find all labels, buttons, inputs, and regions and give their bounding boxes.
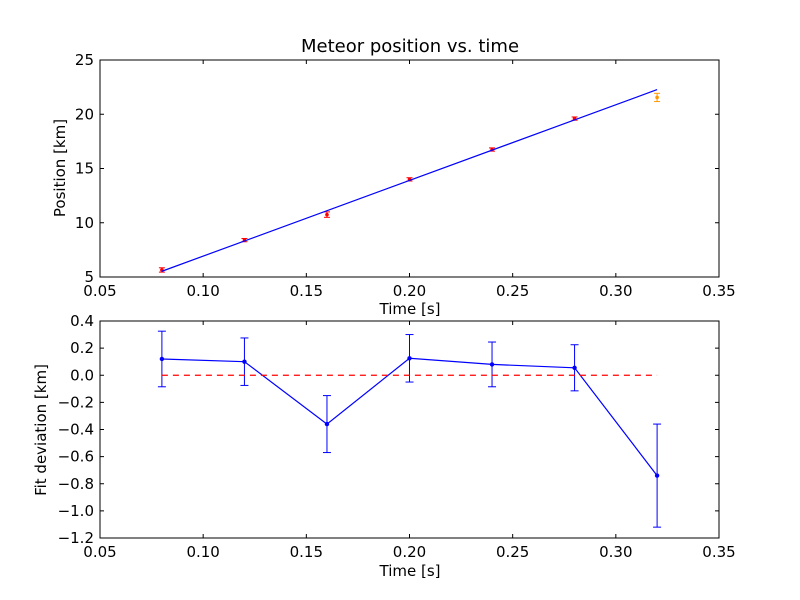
y-tick-label: −0.6 bbox=[58, 448, 94, 466]
x-tick-label: 0.25 bbox=[496, 543, 529, 561]
x-axis-label: Time [s] bbox=[379, 300, 441, 318]
x-tick-label: 0.20 bbox=[393, 543, 426, 561]
chart-title: Meteor position vs. time bbox=[301, 36, 519, 57]
y-tick-label: 10 bbox=[75, 214, 94, 232]
y-tick-label: 20 bbox=[75, 105, 94, 123]
y-tick-label: −1.0 bbox=[58, 502, 94, 520]
fit-line bbox=[161, 89, 658, 272]
plot-frame bbox=[99, 59, 720, 278]
x-axis-ticks: 0.05 0.10 0.15 0.20 0.25 0.30 0.35 bbox=[83, 321, 736, 561]
data-point bbox=[407, 356, 412, 361]
y-axis-ticks: 0.4 0.2 0.0 −0.2 −0.4 −0.6 −0.8 −1.0 −1.2 bbox=[58, 312, 719, 547]
data-point bbox=[159, 356, 165, 362]
x-tick-label: 0.30 bbox=[599, 543, 632, 561]
y-tick-label: 15 bbox=[75, 160, 94, 178]
y-tick-label: 0.0 bbox=[70, 366, 94, 384]
x-tick-label: 0.20 bbox=[393, 282, 426, 300]
plot-marks bbox=[157, 330, 662, 528]
y-tick-label: 5 bbox=[84, 268, 94, 286]
data-point bbox=[325, 212, 329, 217]
y-tick-label: −0.8 bbox=[58, 475, 94, 493]
x-axis-ticks: 0.05 0.10 0.15 0.20 0.25 0.30 0.35 bbox=[83, 60, 736, 300]
x-tick-label: 0.05 bbox=[83, 543, 116, 561]
y-tick-label: 0.2 bbox=[70, 339, 94, 357]
y-axis-ticks: 5 10 15 20 25 bbox=[75, 51, 719, 286]
data-point bbox=[324, 421, 330, 427]
data-point bbox=[654, 473, 660, 478]
data-point bbox=[572, 365, 577, 370]
x-tick-label: 0.35 bbox=[702, 543, 735, 561]
x-tick-label: 0.25 bbox=[496, 282, 529, 300]
x-tick-label: 0.30 bbox=[599, 282, 632, 300]
x-tick-label: 0.15 bbox=[290, 543, 323, 561]
data-point bbox=[242, 359, 247, 364]
x-tick-label: 0.10 bbox=[186, 282, 219, 300]
x-tick-label: 0.05 bbox=[83, 282, 116, 300]
y-tick-label: 0.4 bbox=[70, 312, 94, 330]
y-axis-label: Fit deviation [km] bbox=[32, 364, 50, 496]
y-tick-label: −0.2 bbox=[58, 393, 94, 411]
x-tick-label: 0.10 bbox=[186, 543, 219, 561]
y-tick-label: −0.4 bbox=[58, 421, 94, 439]
data-point bbox=[489, 362, 495, 367]
y-axis-label: Position [km] bbox=[51, 119, 69, 217]
x-tick-label: 0.15 bbox=[290, 282, 323, 300]
y-tick-label: −1.2 bbox=[58, 529, 94, 547]
x-tick-label: 0.35 bbox=[702, 282, 735, 300]
top-panel: Meteor position vs. time 0.05 0.10 0.15 0.2… bbox=[51, 36, 736, 318]
plot-marks bbox=[158, 89, 661, 273]
bottom-panel: 0.05 0.10 0.15 0.20 0.25 0.30 0.35 0.4 0.2 0.0 −0… bbox=[32, 312, 736, 580]
data-point bbox=[655, 95, 659, 100]
y-tick-label: 25 bbox=[75, 51, 94, 69]
x-axis-label: Time [s] bbox=[379, 562, 441, 580]
